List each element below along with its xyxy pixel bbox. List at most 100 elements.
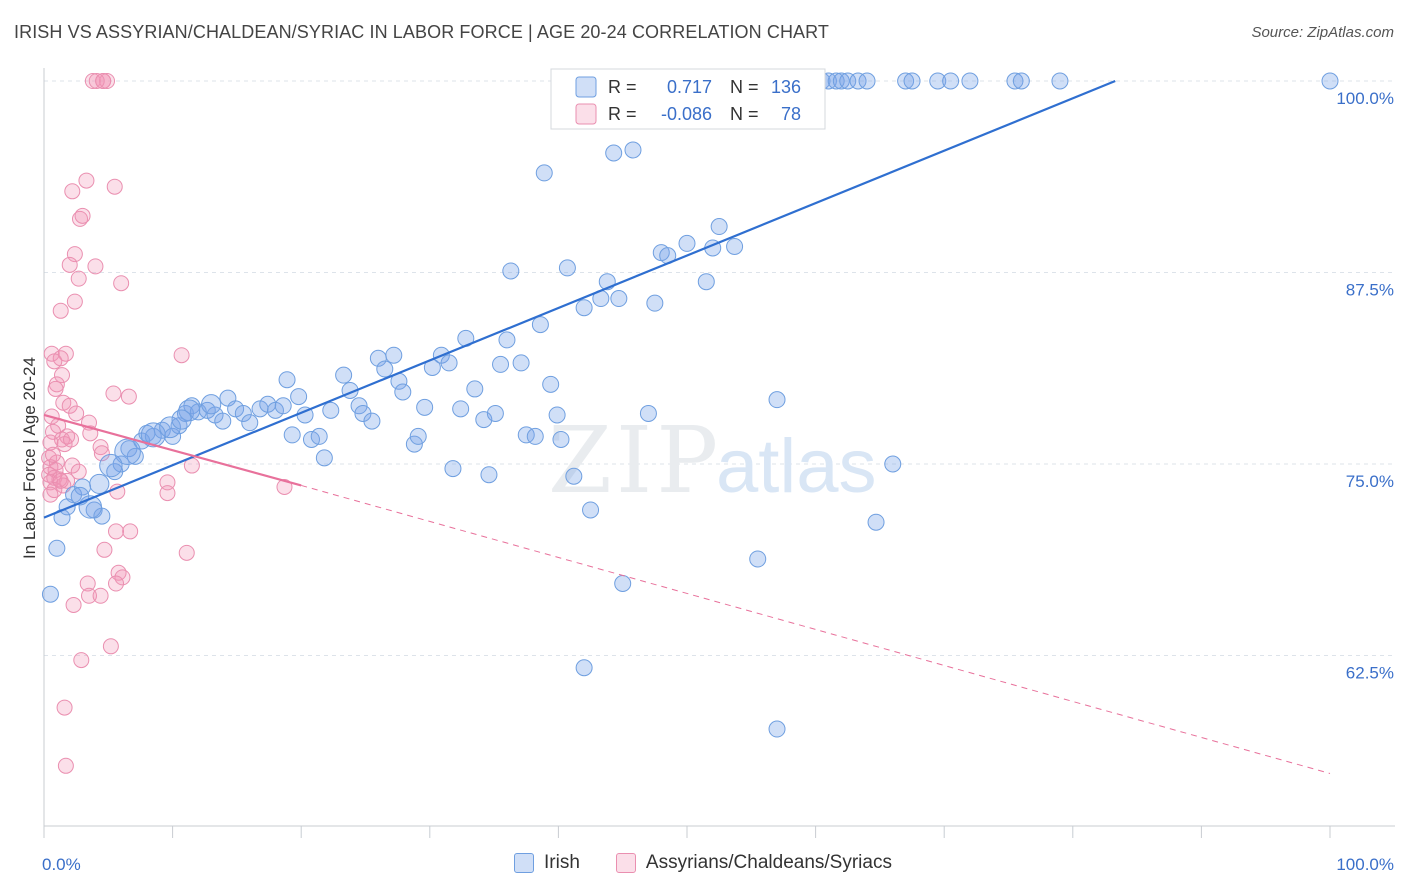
assyrian-point [96, 541, 113, 558]
irish-point [405, 435, 423, 453]
assyrian-point [108, 575, 125, 592]
irish-point [1006, 72, 1024, 90]
irish-point [639, 404, 657, 422]
irish-point [201, 394, 222, 415]
irish-point [416, 398, 434, 416]
irish-point [214, 412, 232, 430]
assyrian-point [55, 477, 72, 494]
irish-point [526, 427, 544, 445]
irish-point [315, 449, 333, 467]
assyrian-point [66, 293, 83, 310]
assyrian-point [65, 596, 82, 613]
y-axis-label: In Labor Force | Age 20-24 [20, 357, 39, 559]
assyrian-point [63, 431, 80, 448]
assyrian-trend-extension [301, 484, 1331, 774]
irish-point [290, 388, 308, 406]
assyrian-point [108, 523, 125, 540]
assyrian-point [52, 472, 69, 489]
assyrian-point [61, 256, 78, 273]
irish-point [385, 346, 403, 364]
irish-point [558, 259, 576, 277]
irish-point [575, 299, 593, 317]
irish-point [126, 447, 144, 465]
assyrian-point [102, 638, 119, 655]
chart-title: IRISH VS ASSYRIAN/CHALDEAN/SYRIAC IN LAB… [14, 22, 830, 42]
assyrian-point [74, 207, 91, 224]
assyrian-point [276, 478, 293, 495]
assyrian-point [95, 73, 112, 89]
irish-point [867, 513, 885, 531]
irish-point [480, 466, 498, 484]
assyrian-point [72, 210, 89, 227]
irish-point [726, 237, 744, 255]
assyrian-point [173, 347, 190, 364]
legend-n-value-assyrian: 78 [781, 104, 801, 124]
assyrian-point [70, 270, 87, 287]
irish-point [159, 416, 181, 439]
irish-point [610, 290, 628, 308]
irish-point [575, 659, 593, 677]
irish-point [363, 412, 381, 430]
irish-point [48, 539, 66, 557]
assyrian-point [87, 258, 104, 275]
irish-point [322, 401, 340, 419]
irish-point [278, 371, 296, 389]
irish-point [710, 218, 728, 236]
assyrian-point [42, 474, 59, 491]
irish-point [1051, 72, 1069, 90]
irish-point [832, 72, 850, 90]
irish-point [678, 234, 696, 252]
assyrian-point [78, 172, 95, 189]
irish-point [605, 144, 623, 162]
watermark-atlas: atlas [716, 424, 877, 509]
irish-point [749, 550, 767, 568]
legend-r-value-irish: 0.717 [667, 77, 712, 97]
x-tick-label: 100.0% [1336, 855, 1394, 874]
irish-point [350, 397, 368, 415]
legend-label-assyrian: Assyrians/Chaldeans/Syriacs [645, 852, 892, 873]
irish-point [839, 72, 857, 90]
assyrian-point [54, 367, 71, 384]
irish-point [376, 360, 394, 378]
irish-point [849, 72, 867, 90]
assyrian-point [114, 569, 131, 586]
assyrian-point [64, 183, 81, 200]
legend-box [550, 68, 826, 130]
irish-point [283, 426, 301, 444]
assyrian-point [88, 73, 105, 89]
irish-point [884, 455, 902, 473]
irish-point [552, 430, 570, 448]
series-legend: Irish Assyrians/Chaldeans/Syriacs [0, 852, 1406, 874]
irish-point [335, 366, 353, 384]
legend-item-assyrian[interactable]: Assyrians/Chaldeans/Syriacs [615, 852, 892, 874]
irish-point [486, 404, 504, 422]
irish-point [565, 467, 583, 485]
assyrian-point [178, 544, 195, 561]
assyrian-point [92, 439, 109, 456]
legend-swatch-irish [575, 76, 597, 98]
source-credit: Source: ZipAtlas.com [1251, 24, 1394, 41]
irish-point [697, 273, 715, 291]
legend-label-irish: Irish [544, 852, 580, 873]
assyrian-point [68, 405, 85, 422]
irish-point [768, 720, 786, 738]
irish-point [646, 294, 664, 312]
irish-points [41, 72, 1339, 738]
irish-point [1012, 72, 1030, 90]
assyrian-point [70, 463, 87, 480]
assyrian-point [45, 446, 62, 463]
irish-point [1321, 72, 1339, 90]
legend-item-irish[interactable]: Irish [514, 852, 580, 874]
assyrian-point [79, 575, 96, 592]
assyrian-point [64, 457, 81, 474]
legend-r-label-assyrian: R = [608, 104, 637, 124]
trend-lines [43, 79, 1331, 774]
grid-lines [44, 80, 1395, 656]
irish-point [858, 72, 876, 90]
assyrian-swatch [615, 853, 636, 873]
x-tick-label: 0.0% [42, 855, 81, 874]
irish-point [171, 409, 192, 430]
assyrian-point [42, 486, 59, 503]
legend-n-label-assyrian: N = [730, 104, 759, 124]
